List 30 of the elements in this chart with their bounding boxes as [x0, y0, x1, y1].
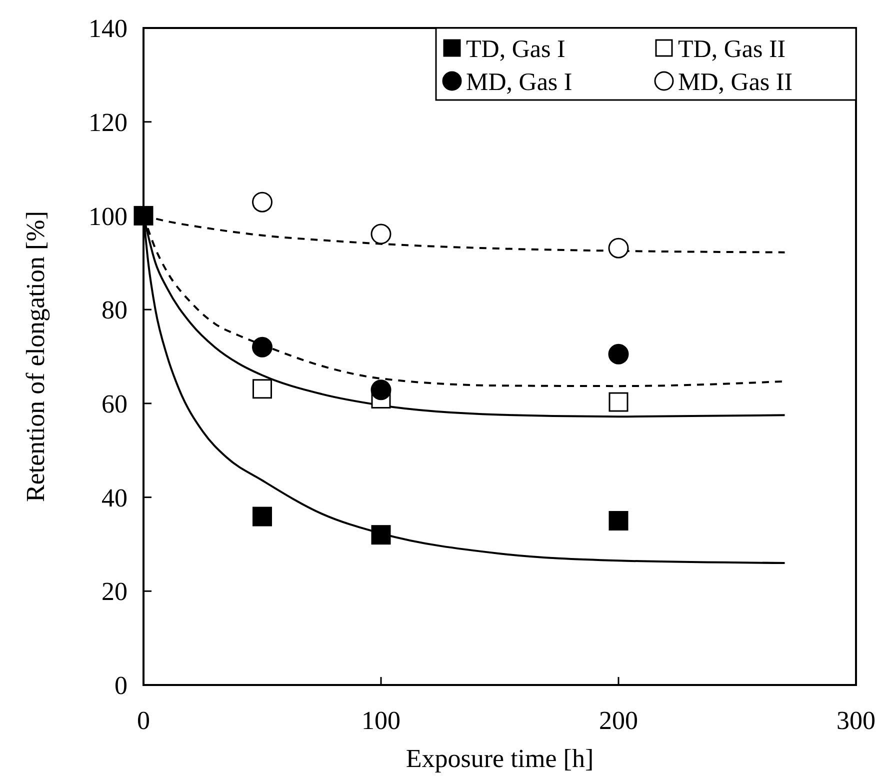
point: [608, 344, 629, 364]
point: [370, 380, 392, 400]
point: [134, 206, 154, 226]
point: [608, 238, 629, 258]
point: [252, 192, 272, 212]
legend-label: MD, Gas I: [466, 68, 572, 96]
y-tick-label: 140: [88, 14, 128, 44]
y-tick-label: 20: [102, 577, 128, 606]
x-tick-label: 0: [137, 706, 150, 735]
y-tick-label: 80: [102, 296, 128, 325]
y-tick-label: 120: [88, 108, 128, 137]
point: [370, 224, 392, 244]
y-tick-label: 0: [114, 671, 128, 700]
x-tick-label: 100: [362, 706, 400, 735]
y-axis-title: Retention of elongation [%]: [21, 211, 50, 502]
point: [608, 392, 628, 412]
y-tick-label: 60: [102, 390, 128, 419]
point: [371, 525, 391, 545]
point: [252, 506, 272, 526]
legend-label: TD, Gas I: [466, 36, 566, 63]
x-axis-title: Exposure time [h]: [406, 744, 594, 773]
legend-label: TD, Gas II: [678, 36, 786, 63]
legend-label: MD, Gas II: [678, 68, 793, 96]
y-tick-label: 40: [102, 483, 128, 512]
point: [608, 511, 628, 530]
point: [252, 379, 272, 399]
x-tick-label: 300: [836, 706, 876, 735]
x-tick-label: 200: [599, 706, 638, 735]
point: [252, 336, 272, 358]
y-tick-label: 100: [88, 202, 128, 231]
